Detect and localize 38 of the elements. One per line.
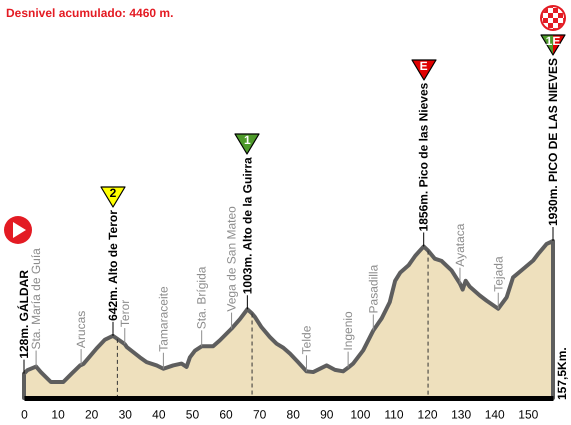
x-tick-label: 70 bbox=[252, 408, 267, 422]
x-tick-label: 150 bbox=[518, 408, 539, 422]
x-tick-label: 0 bbox=[21, 408, 28, 422]
x-tick-label: 130 bbox=[451, 408, 472, 422]
x-tick-label: 10 bbox=[51, 408, 66, 422]
text: E bbox=[418, 58, 429, 73]
annotation: Arucas bbox=[74, 310, 88, 348]
annotation: Sta. Brígida bbox=[194, 266, 209, 330]
x-tick-label: 80 bbox=[286, 408, 300, 422]
x-tick-label: 90 bbox=[320, 408, 334, 422]
annotation: Teror bbox=[118, 300, 132, 328]
text: 2 bbox=[108, 186, 118, 200]
annotation: Telde bbox=[299, 325, 314, 354]
x-tick-label: 120 bbox=[418, 408, 438, 422]
x-tick-label: 50 bbox=[186, 408, 200, 422]
data-label: 642m. Alto de Teror bbox=[106, 210, 120, 321]
text: 1E bbox=[544, 34, 562, 48]
x-tick-label: 30 bbox=[118, 408, 132, 422]
annotation: Ayataca bbox=[452, 223, 467, 267]
annotation: Ingenio bbox=[341, 310, 356, 351]
chart-title: Desnivel acumulado: 4460 m. bbox=[6, 6, 174, 20]
data-label: 1930m. PICO DE LAS NIEVES bbox=[546, 58, 560, 226]
x-tick-label: 20 bbox=[84, 408, 99, 422]
text: 1 bbox=[243, 132, 252, 147]
x-tick-label: 140 bbox=[484, 408, 506, 422]
data-label: 1856m. Pico de las Nieves bbox=[416, 82, 431, 232]
annotation: Vega de San Mateo bbox=[224, 206, 239, 312]
annotation: Tamaraceite bbox=[156, 286, 170, 352]
x-tick-label: 110 bbox=[384, 408, 404, 422]
text: 157,5Km. bbox=[555, 347, 569, 400]
x-tick-label: 100 bbox=[350, 408, 371, 422]
data-label: 128m. GÁLDAR bbox=[17, 270, 31, 359]
annotation: Tejada bbox=[491, 256, 506, 292]
x-tick-label: 60 bbox=[219, 408, 234, 422]
annotation: Sta. María de Guía bbox=[29, 248, 44, 350]
data-label: 1003m. Alto de la Guirra bbox=[240, 156, 254, 294]
annotation: Pasadilla bbox=[366, 264, 380, 314]
x-tick-label: 40 bbox=[152, 408, 166, 422]
